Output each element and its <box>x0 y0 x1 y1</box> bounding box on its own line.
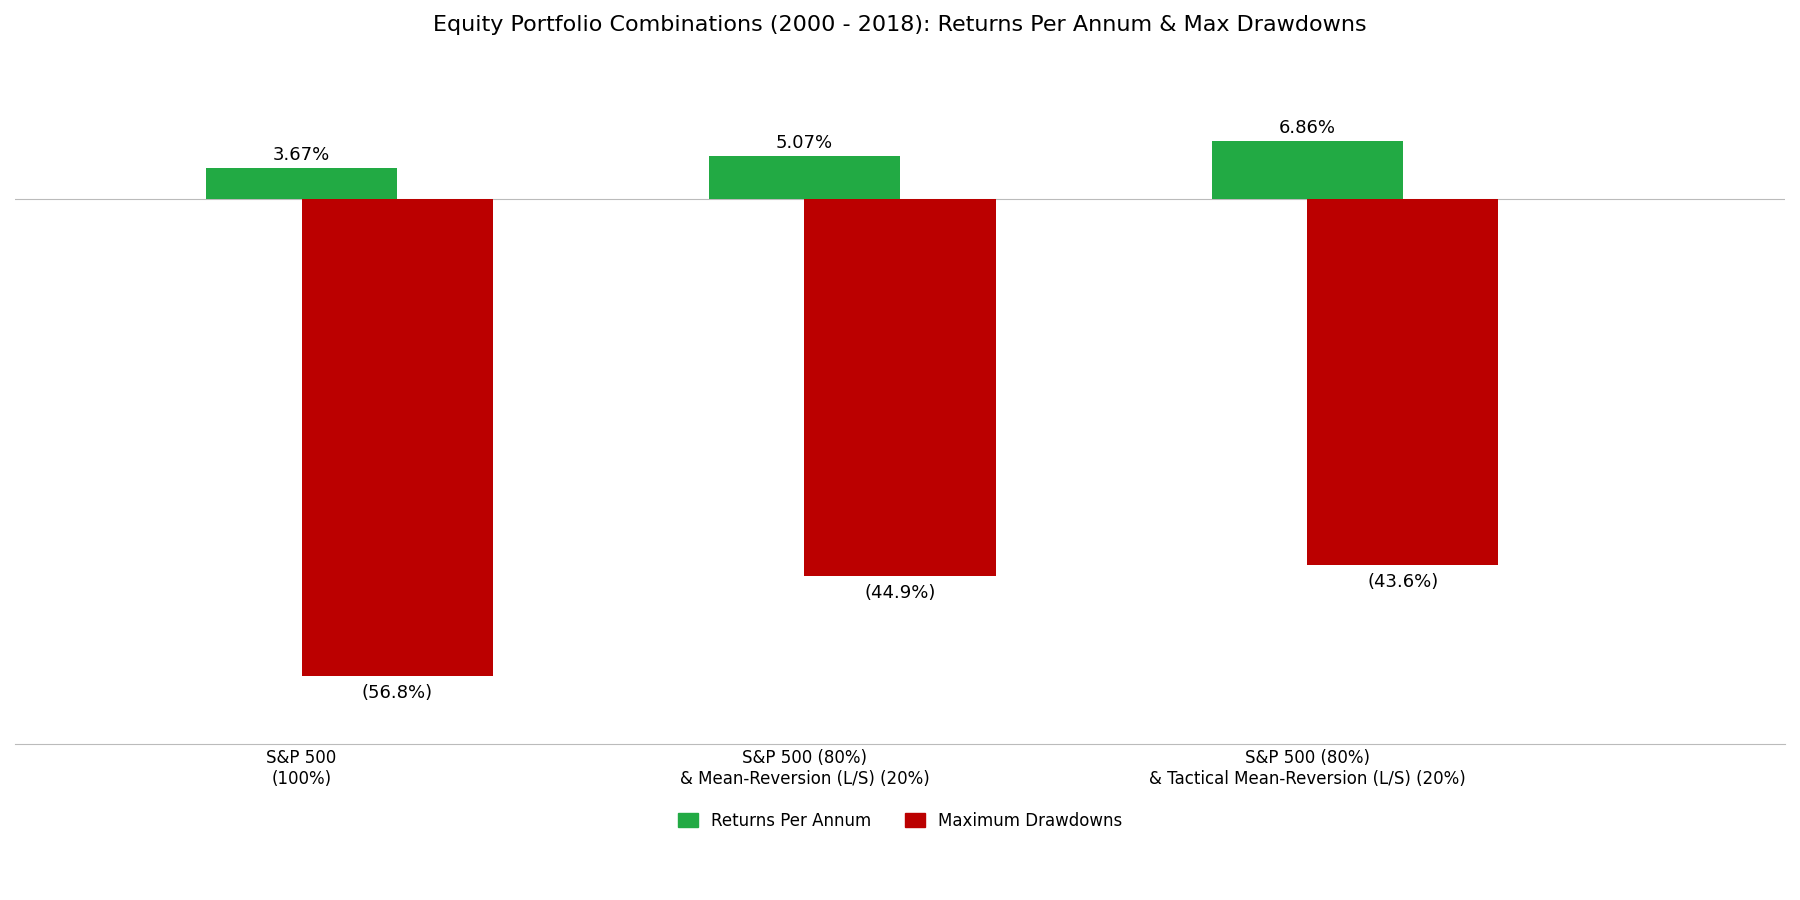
Text: (56.8%): (56.8%) <box>362 684 432 702</box>
Bar <box>1211 141 1402 199</box>
Text: 3.67%: 3.67% <box>274 146 329 164</box>
Text: (43.6%): (43.6%) <box>1368 573 1438 591</box>
Bar <box>205 167 398 199</box>
Bar <box>805 199 995 576</box>
Bar <box>302 199 493 676</box>
Bar <box>709 156 900 199</box>
Text: 6.86%: 6.86% <box>1278 119 1336 137</box>
Text: 5.07%: 5.07% <box>776 134 833 152</box>
Title: Equity Portfolio Combinations (2000 - 2018): Returns Per Annum & Max Drawdowns: Equity Portfolio Combinations (2000 - 20… <box>434 15 1366 35</box>
Bar <box>1307 199 1498 564</box>
Text: (44.9%): (44.9%) <box>864 584 936 602</box>
Legend: Returns Per Annum, Maximum Drawdowns: Returns Per Annum, Maximum Drawdowns <box>671 806 1129 837</box>
